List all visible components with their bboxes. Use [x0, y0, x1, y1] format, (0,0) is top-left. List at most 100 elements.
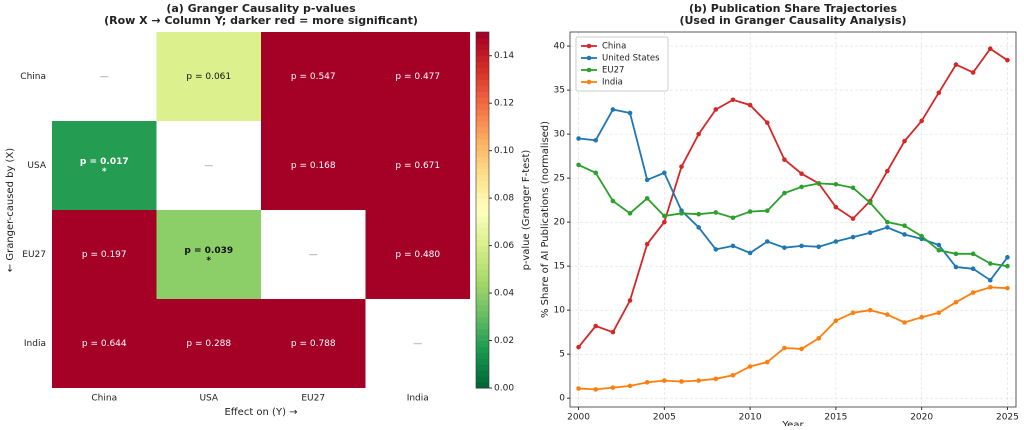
legend-label: China: [602, 42, 626, 52]
chart-subtitle: (Row X → Column Y; darker red = more sig…: [104, 14, 418, 27]
cell-empty: [156, 121, 261, 210]
cell-label: p = 0.168: [291, 161, 336, 171]
data-point: [1005, 255, 1010, 260]
data-point: [799, 346, 804, 352]
data-point: [850, 216, 856, 221]
data-point: [662, 378, 667, 383]
data-point: [919, 233, 924, 239]
colorbar-segment: [476, 103, 489, 110]
x-tick-label: 2025: [996, 413, 1019, 423]
colorbar-segment: [476, 168, 489, 175]
significance-mark: *: [206, 256, 211, 266]
data-point: [627, 110, 633, 116]
cell: [365, 210, 470, 299]
data-point: [833, 239, 839, 244]
data-point: [713, 107, 719, 112]
colorbar-tick-label: 0.04: [494, 289, 514, 299]
data-point: [867, 200, 873, 206]
data-point: [987, 261, 993, 266]
cell-label: p = 0.039: [184, 246, 233, 256]
colorbar-tick-label: 0.10: [494, 146, 514, 156]
legend-marker: [586, 43, 592, 49]
data-point: [730, 243, 736, 249]
legend-box: [575, 36, 669, 92]
cell: [156, 299, 261, 388]
y-tick-label: EU27: [22, 250, 46, 260]
y-tick-label: 25: [554, 174, 565, 184]
colorbar-segment: [476, 293, 489, 300]
cell-label: p = 0.288: [186, 339, 231, 349]
colorbar-tick-label: 0.08: [494, 194, 514, 204]
cell: [52, 121, 157, 210]
cell: [156, 210, 261, 299]
data-point: [782, 245, 787, 250]
y-axis-label: % Share of AI Publications (normalised): [540, 121, 551, 318]
colorbar-segment: [476, 364, 489, 371]
data-point: [662, 170, 667, 176]
colorbar-segment: [476, 121, 489, 128]
data-point: [679, 164, 684, 169]
colorbar-segment: [476, 43, 489, 51]
data-point: [593, 323, 599, 329]
data-point: [593, 137, 599, 143]
data-point: [730, 215, 736, 221]
y-tick-label: 20: [554, 218, 566, 228]
data-point: [987, 46, 993, 52]
data-point: [713, 210, 719, 215]
y-tick-label: India: [24, 339, 46, 349]
data-point: [953, 62, 959, 67]
colorbar-segment: [476, 316, 489, 324]
data-point: [902, 320, 907, 325]
cell-label: p = 0.788: [291, 339, 336, 349]
series-line: [577, 47, 1008, 348]
data-point: [970, 251, 976, 257]
cell-label: —: [309, 250, 318, 260]
colorbar-segment: [476, 85, 489, 92]
colorbar-segment: [476, 299, 489, 306]
colorbar-segment: [476, 358, 489, 365]
colorbar-segment: [476, 192, 489, 199]
data-point: [747, 364, 753, 369]
y-tick-label: 10: [554, 306, 566, 316]
colorbar-segment: [476, 239, 489, 247]
data-point: [576, 386, 581, 391]
colorbar-segment: [476, 138, 489, 146]
series-line: [578, 164, 1008, 268]
data-point: [610, 329, 616, 335]
y-tick-label: China: [20, 72, 46, 82]
cell: [261, 299, 366, 388]
cell-label: p = 0.017: [80, 157, 129, 167]
colorbar-segment: [476, 55, 489, 63]
data-point: [799, 171, 804, 177]
y-tick-label: 5: [559, 350, 565, 360]
colorbar-segment: [476, 233, 489, 241]
y-tick-label: 30: [554, 130, 566, 140]
data-point: [885, 312, 890, 317]
data-point: [627, 383, 633, 389]
cell-label: —: [100, 72, 109, 82]
x-tick-label: 2015: [824, 413, 847, 423]
data-point: [1005, 57, 1010, 63]
data-point: [747, 250, 753, 256]
colorbar-segment: [476, 204, 489, 211]
chart-title: (a) Granger Causality p-values: [166, 2, 356, 15]
colorbar-segment: [476, 174, 489, 181]
colorbar-segment: [476, 281, 489, 288]
legend-marker: [586, 79, 592, 85]
data-point: [576, 162, 581, 168]
colorbar-segment: [476, 150, 489, 158]
cell-label: p = 0.547: [291, 72, 336, 82]
data-point: [764, 120, 770, 125]
colorbar-segment: [476, 79, 489, 86]
colorbar-segment: [476, 73, 489, 80]
data-point: [833, 318, 839, 324]
x-tick-label: EU27: [301, 394, 325, 404]
data-point: [730, 97, 736, 103]
data-point: [610, 107, 616, 112]
series-line: [578, 108, 1009, 282]
data-point: [662, 219, 667, 225]
colorbar-tick-label: 0.12: [494, 99, 514, 109]
colorbar-segment: [476, 156, 489, 164]
legend-marker: [586, 67, 592, 73]
data-point: [816, 336, 822, 341]
